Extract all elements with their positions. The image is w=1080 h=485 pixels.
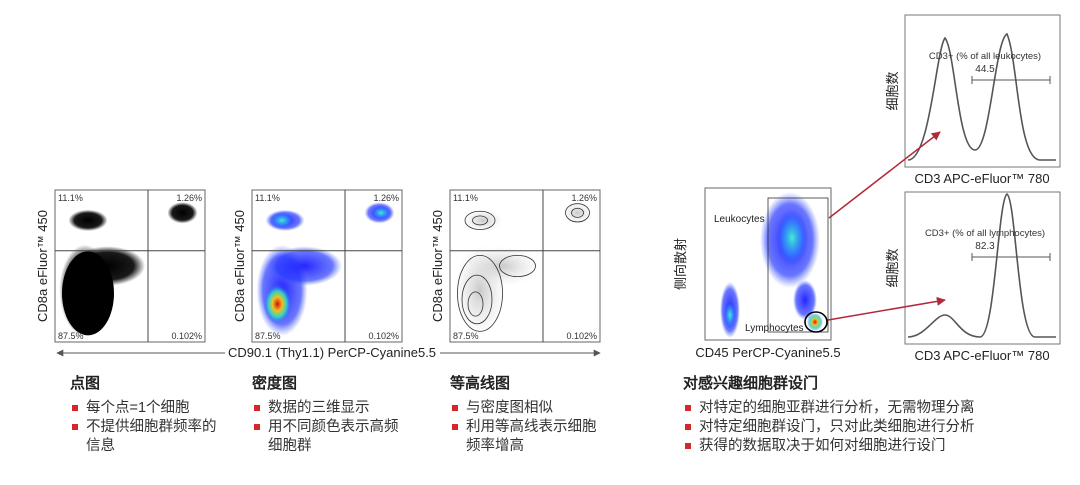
density-cloud — [793, 280, 817, 320]
quadrant-label: 11.1% — [58, 193, 83, 203]
density-peak — [263, 284, 292, 324]
contour-line — [457, 254, 503, 332]
y-axis-label: 细胞数 — [885, 71, 900, 110]
bullet: 利用等高线表示细胞频率增高 — [450, 418, 600, 456]
quadrant-label: 1.26% — [176, 193, 202, 203]
y-axis-label: 细胞数 — [885, 248, 900, 287]
x-axis-label: CD3 APC-eFluor™ 780 — [914, 171, 1049, 186]
quadrant-label: 1.26% — [571, 193, 597, 203]
panel-caption: 密度图数据的三维显示 用不同颜色表示高频细胞群 — [252, 372, 402, 456]
gate — [804, 311, 828, 333]
gate-label: Lymphocytes — [745, 323, 804, 334]
quadrant-label: 0.102% — [171, 331, 202, 341]
bullet: 与密度图相似 — [450, 399, 600, 418]
quadrant-label: 1.26% — [373, 193, 399, 203]
quadrant-label: 0.102% — [368, 331, 399, 341]
histogram-line — [907, 193, 1056, 338]
contour-line — [499, 254, 536, 278]
caption-title: 密度图 — [252, 375, 298, 392]
quadrant-label: 87.5% — [453, 331, 479, 341]
bullet: 每个点=1个细胞 — [70, 399, 220, 418]
gate-label: Leukocytes — [714, 214, 765, 225]
gate — [767, 197, 829, 333]
annotation-value: 82.3 — [975, 241, 995, 252]
y-axis-label: CD8a eFluor™ 450 — [232, 210, 247, 322]
panel-caption: 点图每个点=1个细胞 不提供细胞群频率的信息 — [70, 372, 220, 456]
bullets: 对特定的细胞亚群进行分析，无需物理分离 对特定细胞群设门，只对此类细胞进行分析 获得… — [683, 399, 1063, 456]
density-peak — [776, 210, 808, 266]
bullet: 用不同颜色表示高频细胞群 — [252, 418, 402, 456]
bullets: 每个点=1个细胞 不提供细胞群频率的信息 — [70, 399, 220, 456]
gate-arrow — [828, 131, 941, 219]
contour-shade — [465, 246, 540, 286]
bullet: 获得的数据取决于如何对细胞进行设门 — [683, 437, 1063, 456]
caption-title: 对感兴趣细胞群设门 — [683, 375, 819, 392]
contour-line — [571, 207, 584, 218]
caption-title: 等高线图 — [450, 375, 511, 392]
x-axis-label: CD45 PerCP-Cyanine5.5 — [695, 345, 840, 360]
annotation: CD3+ (% of all lymphocytes) — [925, 228, 1045, 239]
quadrant-label: 11.1% — [255, 193, 280, 203]
dot-cloud — [167, 202, 198, 224]
bullet: 不提供细胞群频率的信息 — [70, 418, 220, 456]
quadrant-label: 87.5% — [255, 331, 281, 341]
contour-shade — [562, 202, 593, 224]
bullet: 对特定的细胞亚群进行分析，无需物理分离 — [683, 399, 1063, 418]
x-axis-label: CD3 APC-eFluor™ 780 — [914, 348, 1049, 363]
contour-line — [464, 210, 496, 230]
contour-line — [467, 291, 484, 317]
density-peak — [270, 212, 294, 229]
dot-cloud — [62, 251, 114, 336]
density-peak — [371, 205, 391, 220]
contour-line — [472, 215, 488, 226]
annotation: CD3+ (% of all leukocytes) — [929, 51, 1041, 62]
contour-line — [565, 203, 590, 223]
bullet: 对特定细胞群设门，只对此类细胞进行分析 — [683, 418, 1063, 437]
annotation-value: 44.5 — [975, 64, 995, 75]
quadrant-label: 87.5% — [58, 331, 84, 341]
dot-cloud — [68, 209, 108, 232]
y-axis-label: CD8a eFluor™ 450 — [430, 210, 445, 322]
density-peak — [807, 313, 823, 331]
y-axis-label: CD8a eFluor™ 450 — [35, 210, 50, 322]
gating-caption: 对感兴趣细胞群设门对特定的细胞亚群进行分析，无需物理分离 对特定细胞群设门，只对此… — [683, 372, 1063, 456]
contour-line — [461, 274, 493, 325]
quadrant-label: 0.102% — [566, 331, 597, 341]
plot-frame — [904, 191, 1061, 345]
quadrant-label: 11.1% — [453, 193, 478, 203]
density-peak — [724, 301, 736, 329]
contour-shade — [463, 209, 503, 232]
gate-arrow — [827, 296, 946, 321]
plot-frame — [904, 14, 1061, 168]
bullets: 数据的三维显示 用不同颜色表示高频细胞群 — [252, 399, 402, 456]
histogram-line — [907, 32, 1056, 161]
y-axis-label: 侧向散射 — [673, 238, 688, 290]
bullet: 数据的三维显示 — [252, 399, 402, 418]
density-cloud — [267, 246, 342, 286]
bullets: 与密度图相似 利用等高线表示细胞频率增高 — [450, 399, 600, 456]
x-axis-label: CD90.1 (Thy1.1) PerCP-Cyanine5.5 — [228, 345, 436, 360]
panel-caption: 等高线图与密度图相似 利用等高线表示细胞频率增高 — [450, 372, 600, 456]
caption-title: 点图 — [70, 375, 101, 392]
